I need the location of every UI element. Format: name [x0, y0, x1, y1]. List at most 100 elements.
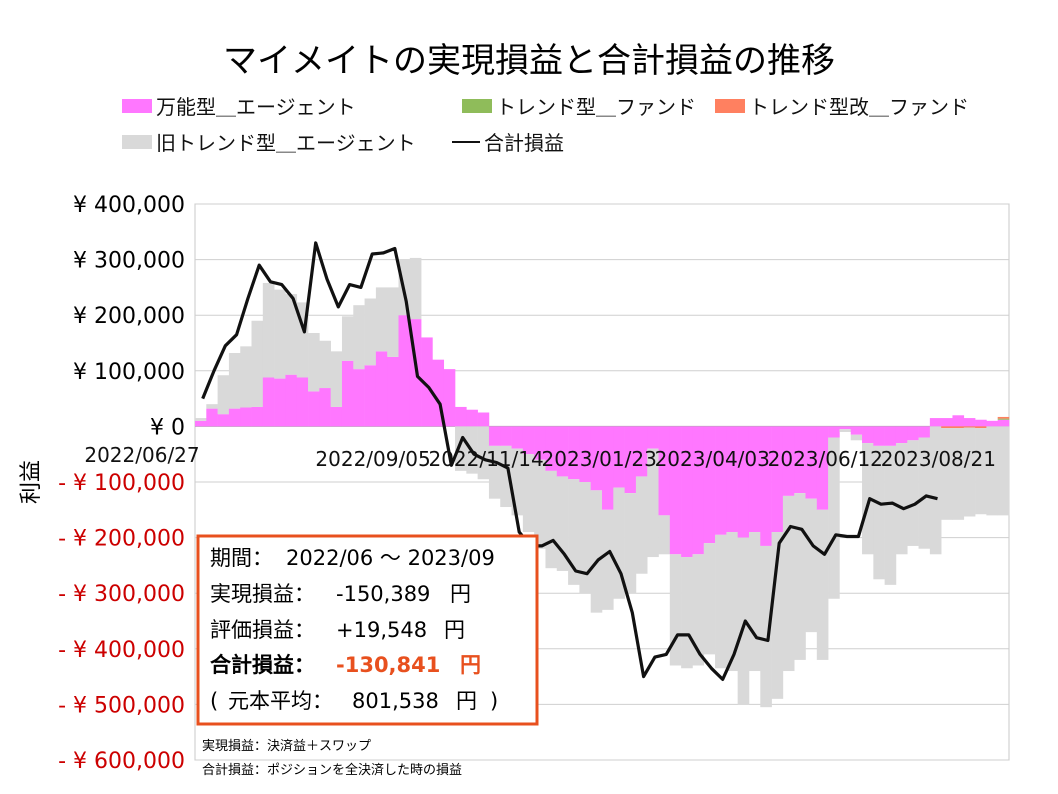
bar-2-71: [997, 416, 1010, 419]
x-tick-3: 2023/01/23: [542, 447, 657, 471]
bar-3-28: [511, 448, 524, 516]
bar-0-14: [353, 369, 365, 427]
y-tick-5: - ¥ 100,000: [58, 471, 185, 496]
x-tick-2: 2022/11/14: [428, 447, 543, 471]
bar-3-64: [918, 437, 931, 549]
bar-3-17: [387, 287, 399, 357]
y-tick-1: ¥ 300,000: [73, 249, 185, 274]
total-line-path: [201, 241, 938, 682]
bar-0-23: [455, 406, 467, 427]
bar-0-21: [432, 359, 445, 427]
bar-3-57: [839, 429, 852, 432]
bar-0-68: [963, 418, 976, 427]
bar-0-17: [387, 356, 399, 427]
bar-3-52: [782, 495, 795, 672]
valuation-value: +19,548: [336, 618, 427, 642]
bar-0-63: [907, 426, 919, 441]
bar-3-36: [602, 509, 614, 610]
principal-unit: 円: [456, 689, 477, 713]
bar-3-48: [737, 537, 750, 705]
bar-0-9: [296, 377, 309, 427]
bar-3-47: [726, 532, 738, 672]
bar-2-69: [975, 426, 987, 429]
bar-3-35: [590, 490, 603, 613]
bar-0-57: [839, 426, 852, 430]
bar-0-64: [918, 426, 931, 438]
bar-3-11: [319, 340, 331, 389]
total-value: -130,841: [336, 653, 440, 677]
bar-3-5: [251, 320, 264, 407]
bar-3-62: [895, 443, 908, 555]
bar-3-45: [703, 543, 716, 655]
bar-3-19: [409, 257, 422, 320]
principal-close-paren: ): [490, 689, 498, 713]
bar-3-0: [195, 418, 207, 421]
bar-0-12: [330, 406, 343, 427]
bar-3-54: [805, 498, 818, 633]
bar-0-65: [929, 418, 942, 427]
bar-3-43: [681, 557, 693, 669]
bar-0-30: [534, 426, 546, 460]
bar-0-48: [737, 426, 750, 538]
bar-2-66: [941, 426, 953, 429]
bar-0-5: [251, 406, 264, 427]
bar-3-66: [941, 428, 953, 520]
bar-0-3: [228, 408, 241, 427]
bar-0-28: [511, 426, 524, 449]
y-axis-label: 利益: [19, 460, 44, 504]
bar-3-9: [296, 302, 309, 378]
legend-label-1: トレンド型＿ファンド: [496, 95, 696, 119]
bar-3-37: [613, 487, 625, 599]
bar-3-10: [308, 332, 320, 392]
legend: 万能型＿エージェント トレンド型＿ファンド トレンド型改＿ファンド旧トレンド型＿エー…: [122, 95, 969, 155]
bar-0-33: [568, 426, 580, 480]
bar-0-32: [556, 426, 569, 477]
bar-0-27: [500, 426, 512, 446]
summary-box: 期間： 2022/06 ～ 2023/09 実現損益： -150,389 円 評…: [196, 534, 539, 726]
bar-3-41: [658, 515, 671, 555]
y-tick-7: - ¥ 300,000: [58, 582, 185, 607]
bar-0-71: [997, 419, 1010, 427]
bar-0-15: [364, 365, 377, 427]
bar-0-56: [828, 426, 840, 438]
bar-3-7: [274, 289, 286, 379]
bar-0-45: [703, 426, 716, 544]
period-value: 2022/06 ～ 2023/09: [286, 546, 495, 570]
bar-3-26: [488, 445, 501, 499]
bar-3-38: [624, 493, 637, 594]
bar-0-26: [488, 426, 501, 446]
bar-0-66: [941, 418, 953, 427]
bar-0-61: [884, 426, 897, 446]
principal-value: 801,538: [352, 689, 439, 713]
bar-3-58: [850, 434, 863, 441]
bar-3-56: [828, 437, 840, 599]
bar-3-44: [692, 554, 705, 666]
bar-0-50: [760, 426, 772, 546]
y-tick-0: ¥ 400,000: [73, 193, 185, 218]
bar-3-40: [647, 448, 659, 558]
bar-3-34: [579, 482, 591, 594]
bar-0-22: [443, 369, 456, 427]
summary-box-border: [196, 534, 539, 726]
bar-0-70: [986, 420, 998, 427]
bar-3-71: [997, 426, 1010, 516]
realized-unit: 円: [450, 582, 471, 606]
bar-0-54: [805, 426, 818, 499]
bar-3-6: [262, 282, 275, 378]
legend-label-2: トレンド型改＿ファンド: [749, 95, 969, 119]
bar-0-52: [782, 426, 795, 496]
bar-3-60: [873, 445, 885, 580]
y-tick-3: ¥ 100,000: [73, 360, 185, 385]
bar-3-61: [884, 445, 897, 585]
bar-0-49: [748, 426, 761, 533]
bar-0-69: [975, 419, 987, 427]
chart-title: マイメイトの実現損益と合計損益の推移: [223, 41, 835, 81]
bar-0-0: [195, 420, 207, 427]
bar-0-7: [274, 378, 286, 427]
bar-0-44: [692, 426, 705, 555]
bar-3-59: [862, 443, 874, 555]
bar-3-29: [522, 454, 535, 533]
bar-3-46: [715, 534, 727, 669]
bar-0-53: [794, 426, 806, 494]
